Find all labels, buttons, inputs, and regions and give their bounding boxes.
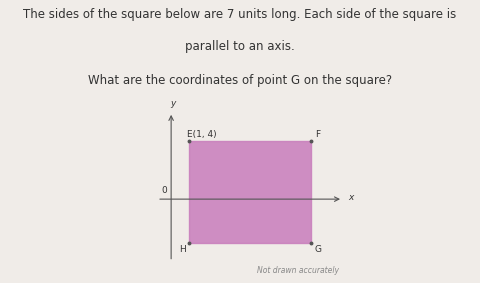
Text: H: H (180, 245, 186, 254)
Bar (189, 141, 312, 243)
Text: E(1, 4): E(1, 4) (187, 130, 216, 139)
Text: What are the coordinates of point G on the square?: What are the coordinates of point G on t… (88, 74, 392, 87)
Text: The sides of the square below are 7 units long. Each side of the square is: The sides of the square below are 7 unit… (24, 8, 456, 22)
Text: 0: 0 (161, 186, 167, 196)
Text: x: x (348, 193, 354, 202)
Text: G: G (315, 245, 322, 254)
Text: parallel to an axis.: parallel to an axis. (185, 40, 295, 53)
Text: F: F (315, 130, 320, 139)
Text: y: y (170, 98, 176, 108)
Text: Not drawn accurately: Not drawn accurately (257, 265, 338, 275)
